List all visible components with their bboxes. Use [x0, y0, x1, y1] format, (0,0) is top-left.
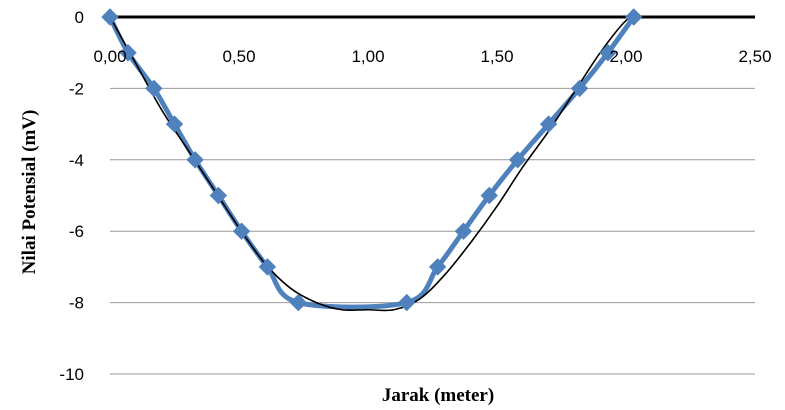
data-point-marker: [397, 293, 416, 312]
x-tick-label: 1,50: [480, 47, 513, 66]
data-point-marker: [289, 293, 308, 312]
data-point-marker: [428, 258, 447, 276]
data-point-marker: [101, 8, 119, 26]
y-tick-label: -4: [69, 151, 84, 170]
data-point-marker: [539, 115, 558, 133]
y-axis-title: Nilai Potensial (mV): [19, 110, 40, 275]
data-point-marker: [570, 79, 589, 98]
x-tick-label: 0,00: [93, 47, 126, 66]
data-point-marker: [508, 151, 527, 169]
y-tick-label: -10: [59, 365, 84, 384]
data-point-marker: [209, 186, 228, 205]
grid-lines: [110, 87, 755, 375]
series-layer: [101, 8, 643, 312]
x-axis-title: Jarak (meter): [382, 385, 494, 406]
y-tick-label: -8: [69, 294, 84, 313]
data-point-marker: [599, 43, 617, 62]
x-tick-label: 1,00: [351, 47, 384, 66]
data-point-marker: [232, 222, 251, 240]
y-tick-label: -2: [69, 79, 84, 98]
x-tick-label: 2,50: [738, 47, 771, 66]
x-tick-labels: 0,00 0,50 1,00 1,50 2,00 2,50: [93, 47, 771, 66]
x-tick-label: 2,00: [609, 47, 642, 66]
data-point-marker: [480, 186, 498, 205]
data-point-marker: [625, 8, 643, 26]
data-point-marker: [258, 258, 277, 276]
y-tick-label: 0: [75, 8, 84, 27]
data-point-marker: [186, 151, 204, 169]
x-tick-label: 0,50: [222, 47, 255, 66]
data-point-marker: [119, 43, 137, 62]
y-tick-labels: 0 -2 -4 -6 -8 -10: [59, 8, 84, 384]
trendline: [109, 15, 640, 312]
y-tick-label: -6: [69, 222, 84, 241]
data-point-marker: [165, 115, 184, 133]
data-point-marker: [145, 79, 163, 98]
data-point-marker: [454, 222, 473, 240]
